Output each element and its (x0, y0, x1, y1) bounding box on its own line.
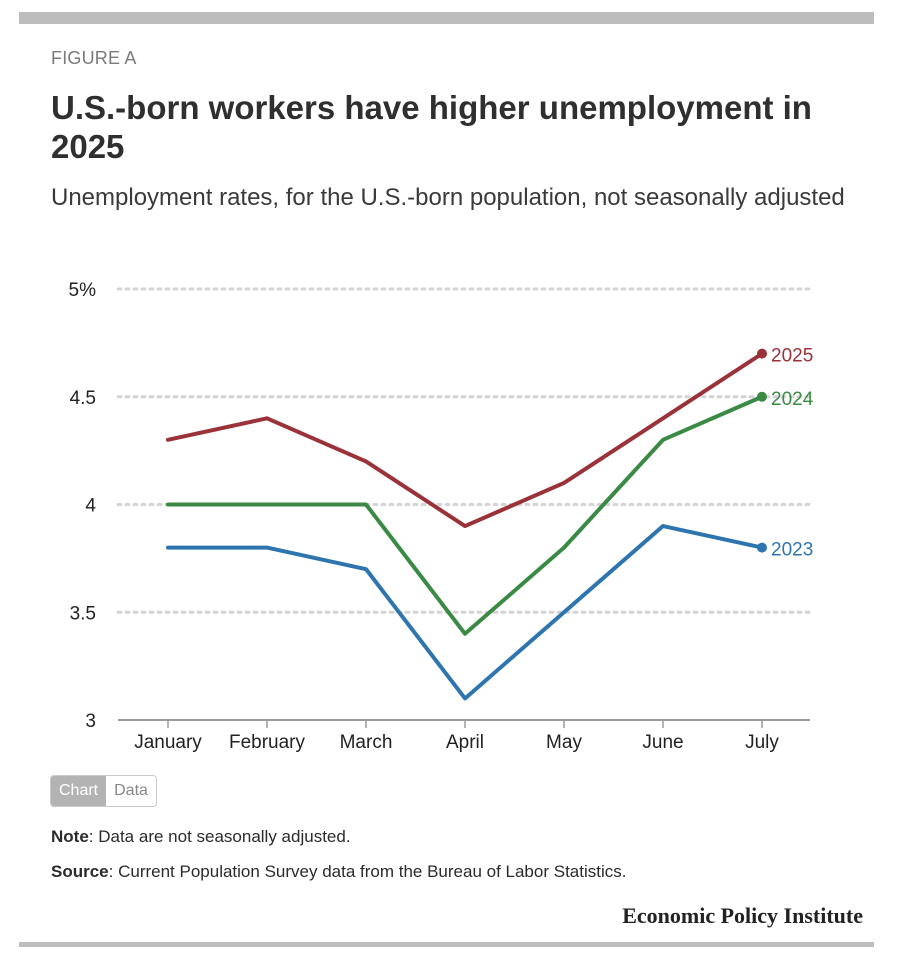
series-label-2024: 2024 (771, 389, 814, 410)
y-tick-label: 4 (85, 496, 96, 517)
x-tick-label: May (546, 732, 582, 753)
series-end-point-2023 (757, 542, 767, 553)
source: Source: Current Population Survey data f… (51, 862, 626, 882)
series-line-2025 (166, 351, 764, 529)
series-end-point-2025 (757, 348, 767, 359)
x-tick-label: July (745, 732, 779, 753)
y-tick-label: 5% (69, 280, 97, 301)
top-rule (19, 12, 874, 24)
note-label: Note (51, 827, 89, 846)
bottom-rule (19, 942, 874, 947)
data-view-button[interactable]: Data (106, 776, 156, 806)
chart-data-toggle: Chart Data (50, 775, 157, 807)
x-tick-label: April (446, 732, 484, 753)
x-tick-label: June (642, 732, 683, 753)
series-line-2023 (166, 524, 764, 701)
brand-logo-text: Economic Policy Institute (622, 903, 863, 928)
source-text: : Current Population Survey data from th… (108, 862, 627, 881)
figure-label: FIGURE A (51, 48, 137, 68)
series-label-2025: 2025 (771, 346, 813, 367)
chart-title: U.S.-born workers have higher unemployme… (51, 89, 812, 165)
series-label-2023: 2023 (771, 540, 813, 561)
note-text: : Data are not seasonally adjusted. (88, 827, 351, 846)
y-tick-label: 4.5 (70, 388, 96, 409)
x-tick-label: March (340, 732, 393, 753)
y-tick-label: 3.5 (70, 603, 96, 624)
line-chart: 3 3.5 4 4.5 5% January February March April May Ju… (69, 280, 814, 753)
series-line-2024 (166, 394, 764, 636)
chart-subtitle: Unemployment rates, for the U.S.-born po… (51, 184, 845, 211)
note: Note: Data are not seasonally adjusted. (51, 827, 351, 847)
x-tick-label: January (134, 732, 202, 753)
chart-view-button[interactable]: Chart (51, 776, 107, 806)
x-tick-label: February (229, 732, 306, 753)
series-end-point-2024 (757, 391, 767, 402)
source-label: Source (51, 862, 109, 881)
y-tick-label: 3 (85, 711, 96, 732)
